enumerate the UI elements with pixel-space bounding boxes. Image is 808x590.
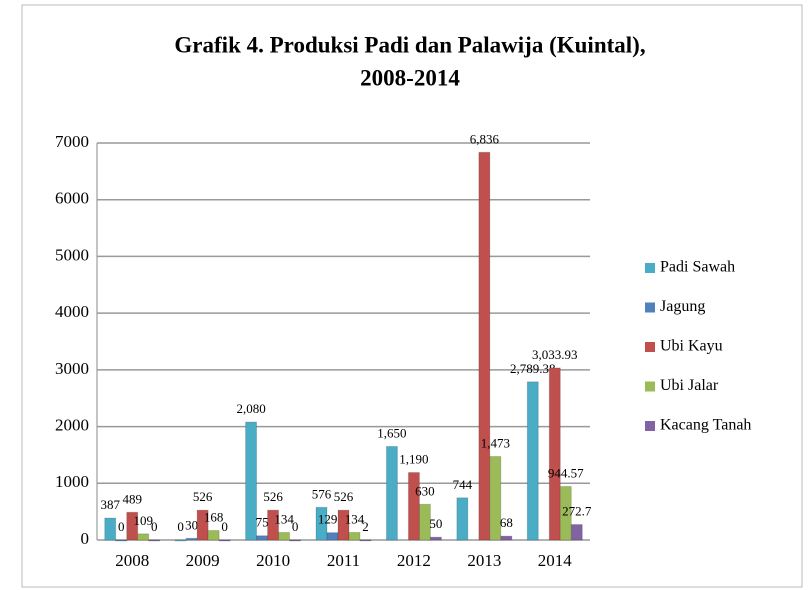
legend-label: Jagung — [660, 298, 705, 315]
bar — [267, 509, 280, 541]
bar — [104, 517, 117, 541]
data-label: 944.57 — [548, 465, 584, 480]
bar — [548, 367, 561, 541]
bar — [559, 485, 572, 541]
bar — [385, 445, 398, 541]
bar — [207, 529, 220, 541]
data-label: 3,033.93 — [532, 347, 578, 362]
bar — [185, 537, 198, 541]
bar — [478, 151, 491, 541]
data-label: 168 — [204, 509, 224, 524]
y-tick-label: 3000 — [55, 359, 89, 378]
chart-frame — [21, 4, 803, 588]
bar — [429, 536, 442, 541]
legend-swatch — [645, 302, 655, 313]
bar — [348, 531, 361, 541]
data-label: 2,789.38 — [510, 361, 556, 376]
data-label: 2 — [362, 519, 369, 534]
data-label: 30 — [185, 517, 198, 532]
x-tick-label: 2009 — [186, 551, 220, 570]
x-tick-label: 2013 — [467, 551, 501, 570]
bar — [196, 509, 209, 541]
y-tick-label: 7000 — [55, 132, 89, 151]
y-tick-label: 2000 — [55, 415, 89, 434]
data-label: 526 — [193, 489, 213, 504]
data-label: 68 — [500, 515, 513, 530]
bar — [489, 455, 502, 541]
data-label: 134 — [274, 511, 294, 526]
data-label: 272.7 — [562, 504, 592, 519]
data-label: 576 — [312, 486, 332, 501]
chart-title: Grafik 4. Produksi Padi dan Palawija (Ku… — [174, 32, 645, 57]
bar — [315, 506, 328, 541]
bar — [500, 535, 513, 541]
legend-label: Padi Sawah — [660, 259, 735, 276]
data-label: 630 — [415, 483, 435, 498]
x-tick-label: 2011 — [327, 551, 360, 570]
bar — [256, 535, 269, 541]
data-label: 489 — [122, 491, 142, 506]
data-label: 134 — [345, 511, 365, 526]
bar — [570, 524, 583, 541]
y-tick-label: 6000 — [55, 189, 89, 208]
data-label: 2,080 — [236, 401, 265, 416]
y-tick-label: 4000 — [55, 302, 89, 321]
bar — [174, 539, 187, 542]
bar — [278, 531, 291, 541]
x-tick-label: 2008 — [115, 551, 149, 570]
data-label: 1,650 — [377, 425, 406, 440]
bar — [115, 539, 128, 542]
data-label: 0 — [151, 519, 158, 534]
data-label: 526 — [334, 489, 354, 504]
data-label: 0 — [221, 519, 228, 534]
data-label: 75 — [256, 515, 269, 530]
legend-label: Kacang Tanah — [660, 417, 751, 434]
legend-label: Ubi Kayu — [660, 338, 723, 355]
x-tick-label: 2012 — [397, 551, 431, 570]
bar — [218, 539, 231, 542]
bar — [456, 497, 469, 541]
bar — [126, 511, 139, 541]
data-label: 50 — [429, 516, 442, 531]
legend-swatch — [645, 421, 655, 431]
data-label: 1,190 — [399, 451, 428, 466]
bar — [289, 539, 302, 542]
y-tick-label: 0 — [81, 529, 90, 548]
legend-swatch — [645, 263, 655, 273]
x-tick-label: 2010 — [256, 551, 290, 570]
legend-label: Ubi Jalar — [660, 377, 719, 394]
bar — [418, 503, 431, 541]
data-label: 6,836 — [470, 131, 500, 146]
bar — [148, 539, 161, 542]
data-label: 526 — [263, 489, 283, 504]
bar — [526, 381, 539, 541]
data-label: 0 — [177, 519, 184, 534]
data-label: 109 — [133, 513, 153, 528]
bar — [337, 509, 350, 541]
chart-title: 2008-2014 — [360, 65, 460, 90]
bar — [326, 532, 339, 541]
y-tick-label: 5000 — [55, 245, 89, 264]
bar — [359, 539, 372, 542]
legend-swatch — [645, 342, 655, 352]
data-label: 0 — [292, 519, 299, 534]
legend-swatch — [645, 381, 655, 392]
y-tick-label: 1000 — [55, 472, 89, 491]
bar — [137, 533, 150, 541]
data-label: 0 — [118, 519, 125, 534]
data-label: 744 — [453, 477, 473, 492]
x-tick-label: 2014 — [538, 551, 573, 570]
data-label: 387 — [100, 497, 120, 512]
bar — [245, 421, 258, 541]
data-label: 1,473 — [481, 435, 510, 450]
